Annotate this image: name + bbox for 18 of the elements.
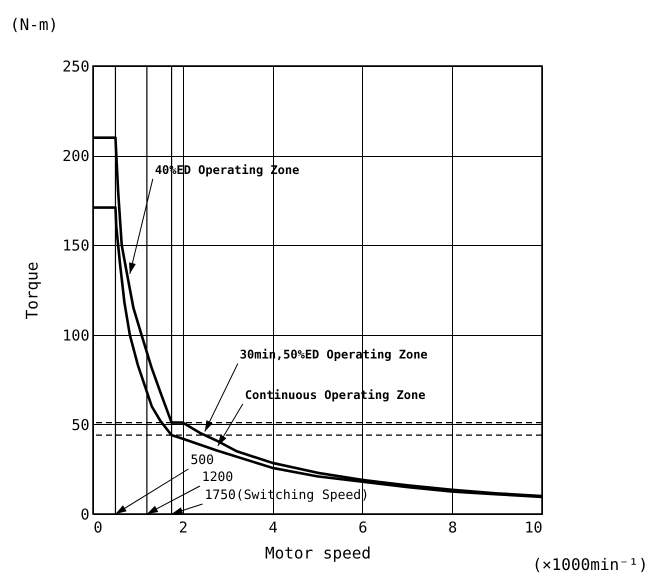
text: (N-m) <box>10 15 58 34</box>
y-tick-label: 0 <box>80 506 90 524</box>
text: (×1000min⁻¹) <box>532 555 648 574</box>
x-tick-label: 0 <box>94 518 103 536</box>
y-tick-label: 100 <box>62 326 90 344</box>
x-tick-label: 10 <box>524 518 542 536</box>
y-tick-label: 150 <box>62 236 90 255</box>
x-axis-title: Motor speed <box>265 544 371 562</box>
x-tick-label: 6 <box>358 518 368 536</box>
x-tick-label: 4 <box>268 518 278 536</box>
y-tick-label: 50 <box>71 416 90 434</box>
x-tick-label: 8 <box>448 518 458 536</box>
y-axis-title: Torque <box>22 262 42 320</box>
y-tick-label: 250 <box>62 58 90 76</box>
x-tick-label: 2 <box>178 518 188 536</box>
y-tick-label: 200 <box>62 147 90 166</box>
ref-line-label: 500 <box>190 453 214 468</box>
ref-line-label: 1200 <box>202 470 234 485</box>
